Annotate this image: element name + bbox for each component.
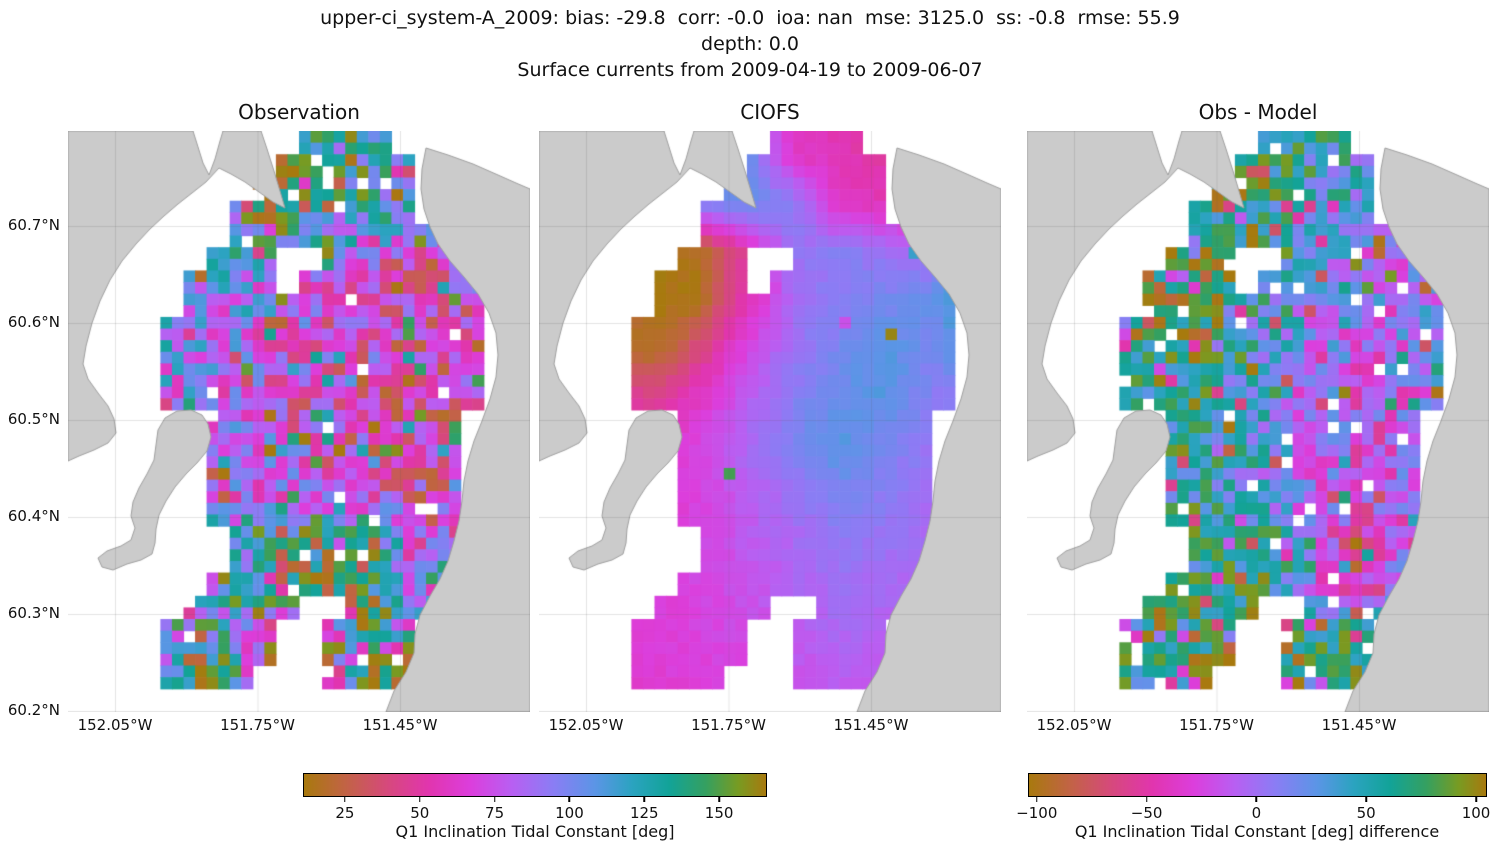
lat-tick-label: 60.7°N	[7, 216, 60, 234]
figure-title-depth: depth: 0.0	[701, 33, 799, 55]
lat-tick-label: 60.5°N	[7, 410, 60, 428]
lon-tick-label: 152.05°W	[548, 716, 624, 734]
lon-tick-label: 151.75°W	[220, 716, 295, 734]
lon-tick-label: 151.45°W	[362, 716, 438, 734]
lon-tick-label: 151.45°W	[833, 716, 909, 734]
colorbar-axis-label: Q1 Inclination Tidal Constant [deg]	[395, 822, 675, 841]
lat-tick-label: 60.3°N	[7, 604, 60, 622]
colorbar-tick-label: −100	[1016, 804, 1058, 822]
ciofs-map-canvas	[539, 131, 1001, 712]
colorbar-tick-label: 25	[335, 804, 355, 822]
colorbar-gradient	[303, 773, 767, 797]
colorbar-tick-label: 50	[1356, 804, 1376, 822]
colorbar-tick-label: 125	[629, 804, 659, 822]
colorbar-tickmark	[418, 797, 421, 802]
obs-minus-model-map-canvas	[1027, 131, 1489, 712]
colorbar-tick-label: 0	[1251, 804, 1262, 822]
lon-tick-label: 152.05°W	[1036, 716, 1112, 734]
colorbar-tick-label: 100	[1461, 804, 1491, 822]
lon-tick-label: 151.45°W	[1321, 716, 1397, 734]
colorbar-tickmark	[1255, 797, 1258, 802]
colorbar-tick-label: 50	[410, 804, 430, 822]
colorbar-tickmark	[1145, 797, 1148, 802]
colorbar-tickmark	[718, 797, 720, 802]
lon-tick-label: 152.05°W	[77, 716, 153, 734]
lon-tick-label: 151.75°W	[1179, 716, 1254, 734]
panel-title-ciofs: CIOFS	[740, 100, 800, 124]
colorbar-tick-label: −50	[1130, 804, 1163, 822]
lon-tick-label: 151.75°W	[691, 716, 766, 734]
observation-map-canvas	[68, 131, 530, 712]
lat-tick-label: 60.4°N	[7, 507, 60, 525]
colorbar-tickmark	[643, 797, 646, 802]
colorbar-tickmark	[493, 797, 496, 802]
colorbar-tick-label: 75	[485, 804, 505, 822]
colorbar-tickmark	[568, 797, 571, 802]
panel-title-obs-minus-model: Obs - Model	[1198, 100, 1318, 124]
colorbar-axis-label: Q1 Inclination Tidal Constant [deg] diff…	[1074, 822, 1440, 841]
colorbar-tickmark	[1036, 797, 1038, 802]
colorbar-tidal-constant-difference: −100 −50 0 50 100	[1016, 773, 1490, 822]
colorbar-tickmark	[1365, 797, 1367, 802]
figure-title-period: Surface currents from 2009-04-19 to 2009…	[517, 59, 983, 81]
colorbar-tick-label: 150	[704, 804, 734, 822]
colorbar-gradient	[1028, 773, 1487, 797]
panel-title-observation: Observation	[238, 100, 360, 124]
figure-title-stats: upper-ci_system-A_2009: bias: -29.8 corr…	[320, 7, 1180, 29]
lat-tick-label: 60.6°N	[7, 313, 60, 331]
colorbar-tidal-constant: 25 50 75 100 125 150	[303, 773, 767, 822]
colorbar-tickmark	[344, 797, 346, 802]
lat-tick-label: 60.2°N	[7, 701, 60, 719]
colorbar-tick-label: 100	[555, 804, 584, 822]
colorbar-tickmark	[1475, 797, 1477, 802]
